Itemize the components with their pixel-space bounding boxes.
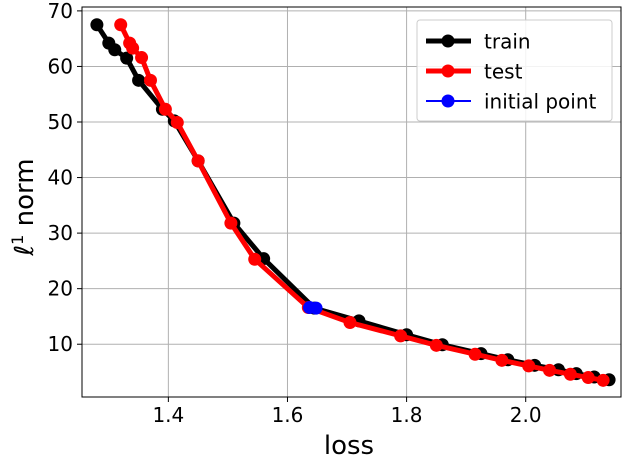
data-point-test <box>158 102 172 116</box>
data-point-train <box>90 18 104 32</box>
legend-marker-initial-point <box>441 94 455 108</box>
data-point-test <box>563 367 577 381</box>
y-tick-label: 50 <box>48 110 73 134</box>
series-initial-point <box>303 301 323 315</box>
y-tick-label: 20 <box>48 277 73 301</box>
plot-series <box>90 18 616 387</box>
y-axis-label-rest: norm <box>10 158 40 234</box>
data-point-test <box>581 371 595 385</box>
x-tick-label: 1.4 <box>152 403 184 427</box>
y-axis-label-main: ℓ <box>10 245 40 257</box>
x-tick-label: 1.8 <box>391 403 423 427</box>
y-tick-label: 60 <box>48 54 73 78</box>
data-point-test <box>343 316 357 330</box>
legend-label-initial-point: initial point <box>484 90 597 114</box>
axis-ticks: 1.4 1.6 1.8 2.0 10 20 30 40 50 60 70 <box>48 0 542 427</box>
y-axis-label-superscript: 1 <box>8 235 27 245</box>
data-point-test <box>248 252 262 266</box>
data-point-test <box>429 338 443 352</box>
x-tick-label: 1.6 <box>272 403 304 427</box>
y-tick-label: 10 <box>48 332 73 356</box>
data-point-test <box>522 359 536 373</box>
data-point-test <box>126 41 140 55</box>
data-point-test <box>495 353 509 367</box>
data-point-test <box>468 347 482 361</box>
data-point-test <box>543 363 557 377</box>
plot-frame <box>81 6 622 398</box>
data-point-train <box>120 51 134 65</box>
x-tick-label: 2.0 <box>510 403 542 427</box>
data-point-initial-point <box>309 301 323 315</box>
data-point-test <box>114 18 128 32</box>
data-point-test <box>191 154 205 168</box>
y-tick-label: 70 <box>48 0 73 23</box>
data-point-train <box>108 43 122 57</box>
y-tick-label: 40 <box>48 166 73 190</box>
data-point-test <box>394 329 408 343</box>
y-axis-label: ℓ1 norm <box>8 158 40 256</box>
data-point-test <box>170 116 184 130</box>
data-point-test <box>596 373 610 387</box>
legend-marker-train <box>441 34 455 48</box>
x-axis-label: loss <box>324 431 374 461</box>
legend-entry-train: train <box>426 30 531 54</box>
legend-entry-test: test <box>426 60 523 84</box>
legend-label-test: test <box>484 60 523 84</box>
legend-marker-test <box>441 64 455 78</box>
data-point-test <box>135 51 149 65</box>
legend-label-train: train <box>484 30 531 54</box>
legend: train test initial point <box>416 19 613 122</box>
y-tick-label: 30 <box>48 221 73 245</box>
data-point-test <box>224 216 238 230</box>
legend-entry-initial-point: initial point <box>426 90 597 114</box>
data-point-train <box>132 73 146 87</box>
legend-box <box>416 19 613 122</box>
data-point-test <box>143 73 157 87</box>
